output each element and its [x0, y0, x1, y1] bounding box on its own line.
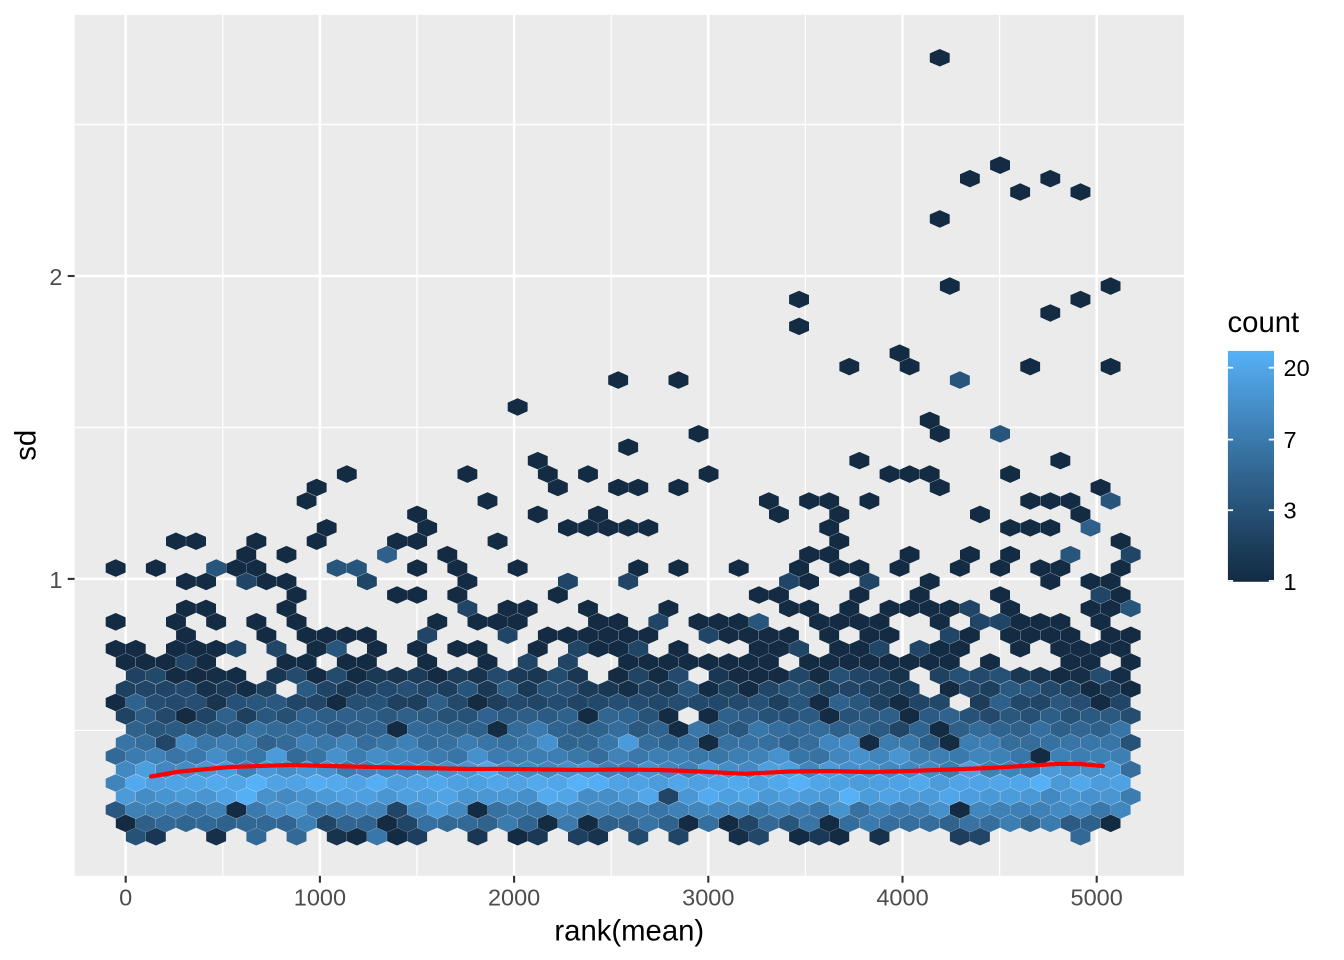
- svg-text:2: 2: [49, 264, 62, 290]
- svg-text:1: 1: [1284, 569, 1297, 595]
- svg-text:count: count: [1228, 306, 1300, 339]
- svg-text:rank(mean): rank(mean): [554, 915, 704, 948]
- svg-text:0: 0: [119, 885, 132, 911]
- svg-text:5000: 5000: [1071, 885, 1123, 911]
- svg-text:3: 3: [1284, 498, 1297, 524]
- svg-text:7: 7: [1284, 427, 1297, 453]
- svg-text:sd: sd: [10, 430, 43, 461]
- svg-text:1000: 1000: [294, 885, 346, 911]
- svg-text:2000: 2000: [488, 885, 540, 911]
- svg-text:1: 1: [49, 567, 62, 593]
- svg-text:3000: 3000: [682, 885, 734, 911]
- svg-text:20: 20: [1284, 355, 1310, 381]
- svg-text:4000: 4000: [876, 885, 928, 911]
